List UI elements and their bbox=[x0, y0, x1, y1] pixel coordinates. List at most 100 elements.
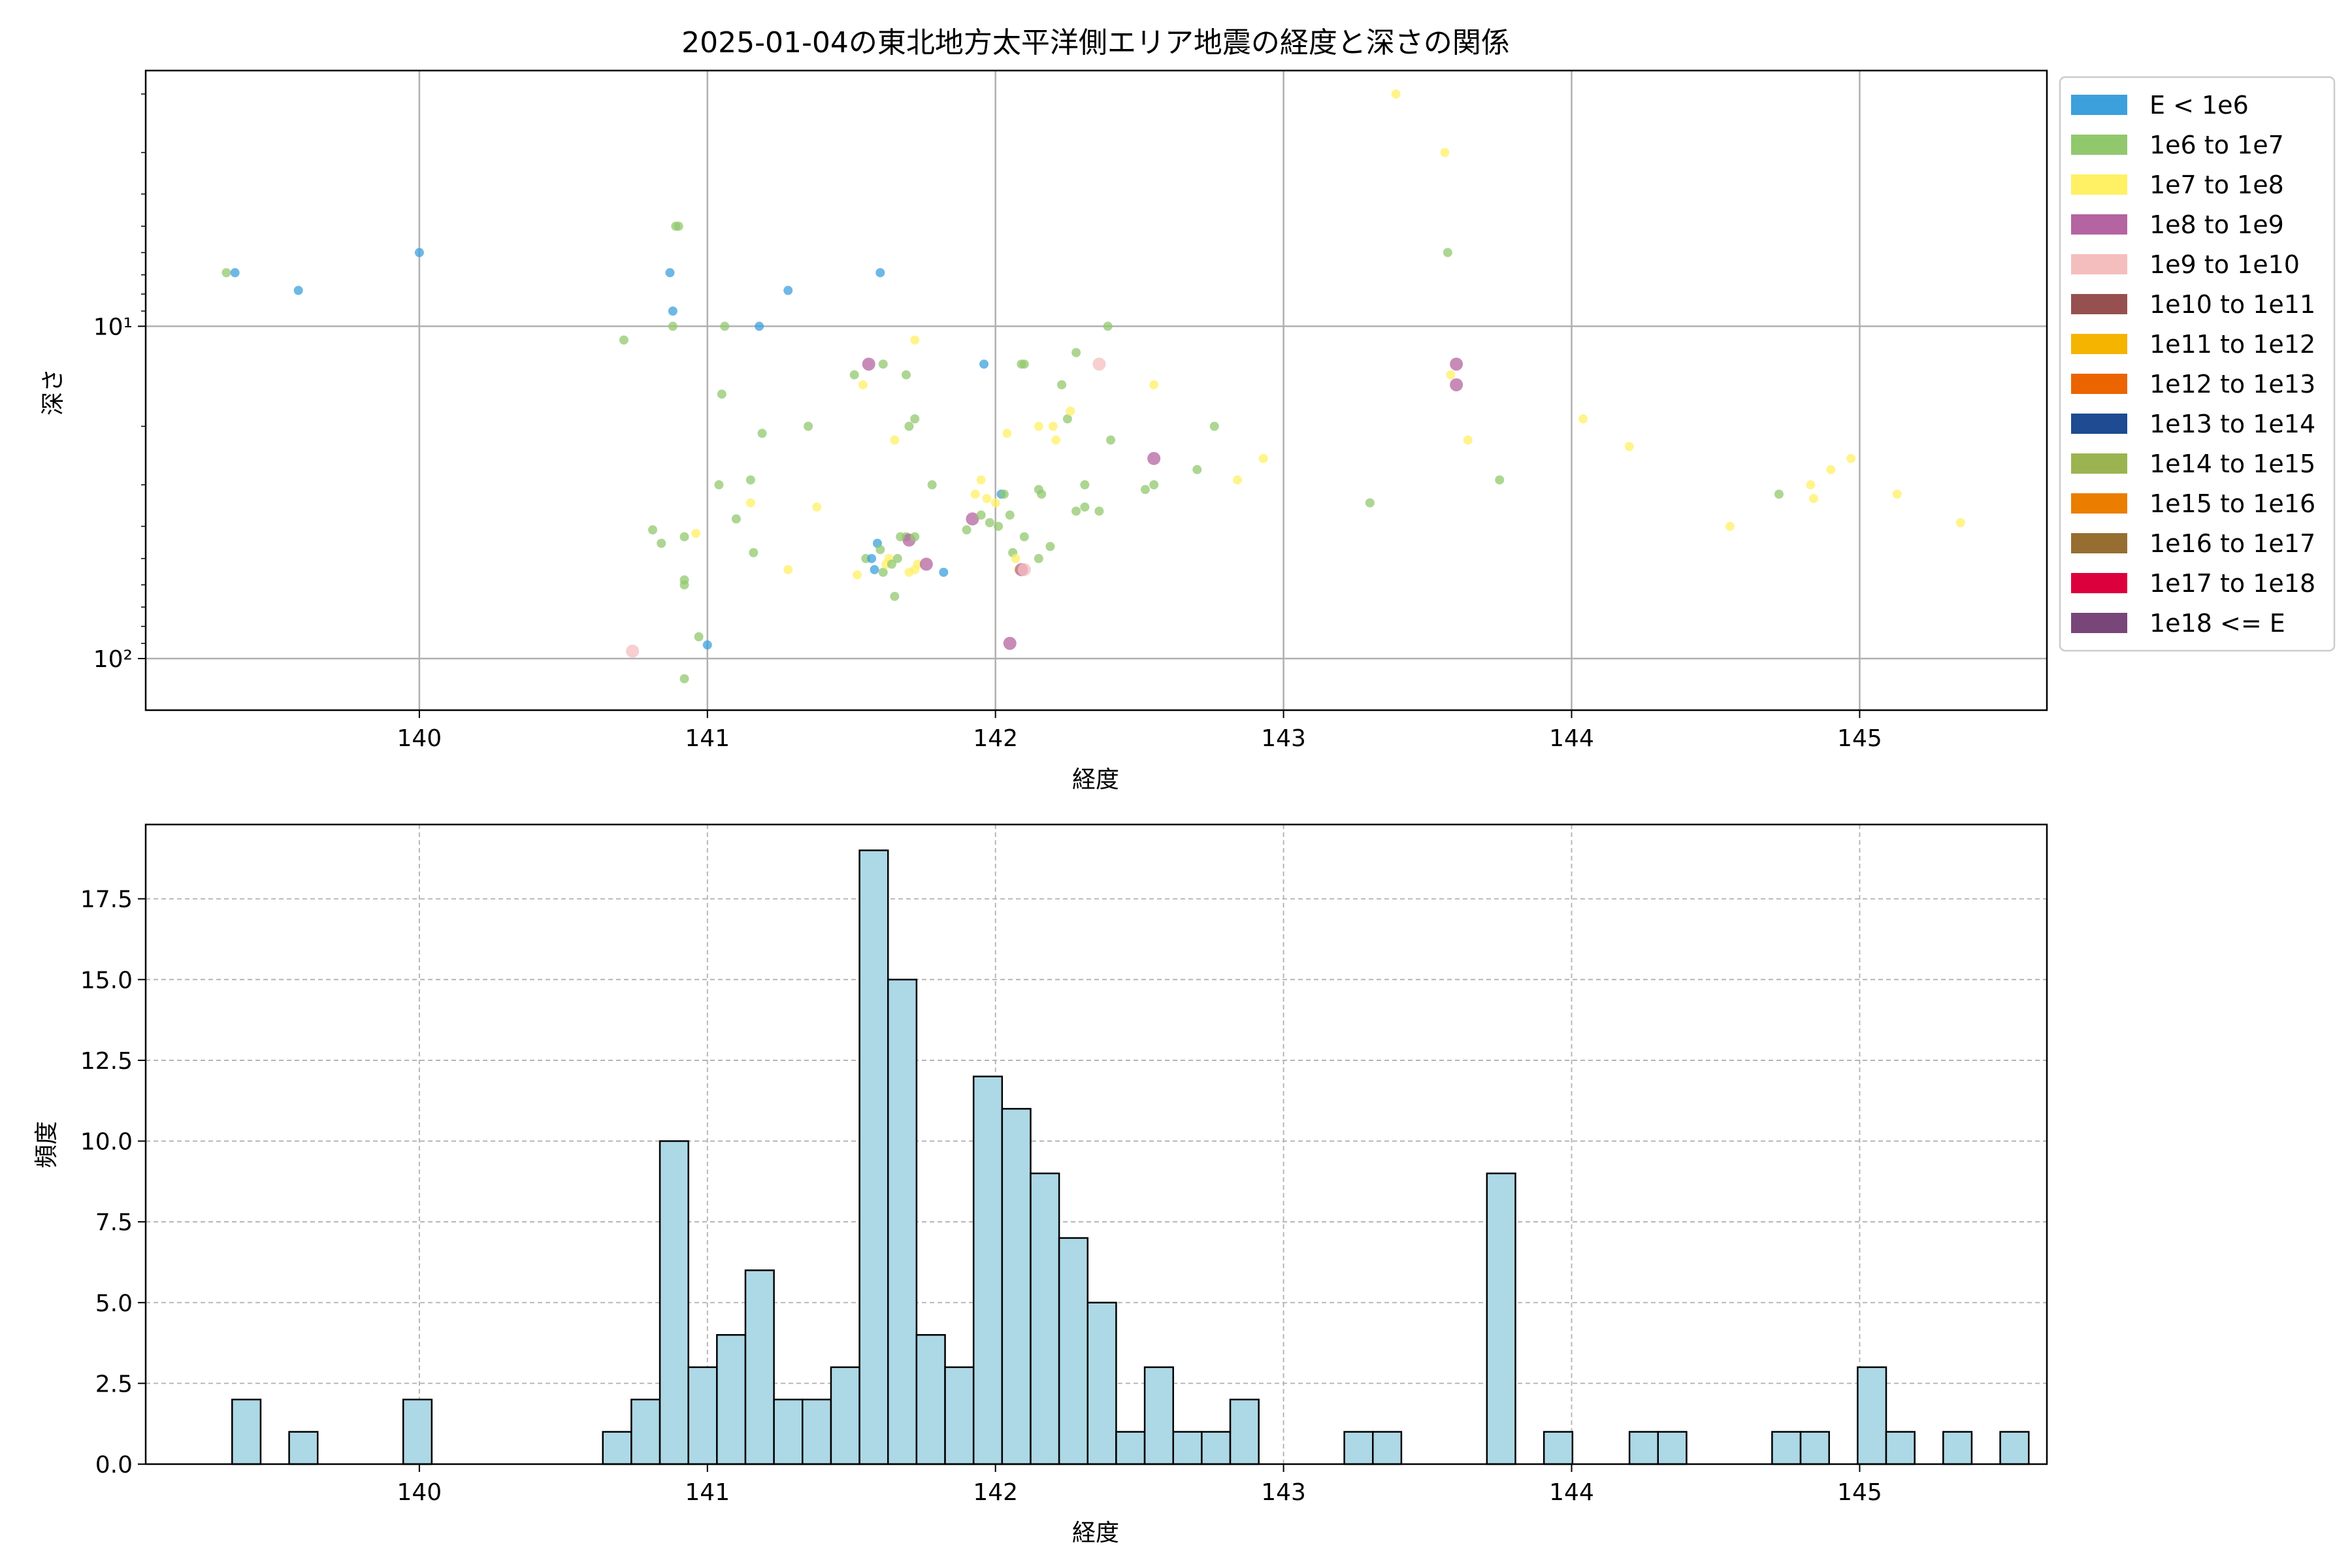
scatter-x-label: 経度 bbox=[1072, 766, 1119, 793]
scatter-points bbox=[221, 89, 1965, 683]
histogram-y-tick-label: 12.5 bbox=[80, 1048, 133, 1075]
histogram-bar bbox=[630, 1398, 661, 1465]
scatter-point bbox=[668, 306, 678, 316]
histogram-x-ticks: 140 141 142 143 144 145 bbox=[397, 1464, 1882, 1506]
scatter-point bbox=[919, 557, 933, 571]
scatter-point bbox=[804, 421, 813, 431]
scatter-point bbox=[878, 359, 888, 369]
scatter-point bbox=[1051, 435, 1061, 445]
scatter-point bbox=[878, 567, 888, 577]
scatter-point bbox=[668, 321, 678, 331]
scatter-point bbox=[994, 521, 1004, 531]
legend-swatch bbox=[2071, 334, 2127, 354]
legend-swatch bbox=[2071, 493, 2127, 514]
histogram-bar bbox=[231, 1398, 262, 1465]
histogram-x-tick-label: 143 bbox=[1261, 1479, 1306, 1506]
legend-swatch bbox=[2071, 135, 2127, 155]
scatter-point bbox=[910, 414, 920, 424]
scatter-point bbox=[890, 591, 900, 601]
scatter-point bbox=[293, 286, 303, 295]
scatter-point bbox=[1495, 475, 1505, 485]
scatter-point bbox=[849, 370, 859, 380]
scatter-point bbox=[1192, 465, 1202, 474]
scatter-point bbox=[1443, 248, 1452, 257]
scatter-point bbox=[1057, 380, 1067, 389]
histogram-bar bbox=[830, 1366, 860, 1465]
legend-swatch bbox=[2071, 573, 2127, 593]
scatter-point bbox=[749, 547, 759, 557]
histogram-bar bbox=[1115, 1431, 1146, 1465]
scatter-point bbox=[1446, 370, 1456, 380]
histogram-bar bbox=[1628, 1431, 1659, 1465]
histogram-y-tick-label: 2.5 bbox=[95, 1371, 133, 1397]
scatter-point bbox=[1005, 510, 1015, 520]
legend-label: 1e13 to 1e14 bbox=[2149, 410, 2315, 438]
scatter-point bbox=[1103, 321, 1113, 331]
histogram-bar bbox=[1229, 1398, 1260, 1465]
scatter-point bbox=[904, 567, 914, 577]
scatter-point bbox=[1019, 359, 1029, 369]
scatter-point bbox=[1365, 498, 1375, 508]
histogram-panel: 140 141 142 143 144 145 0.0 2.5 5.0 7.5 10.0 12.5 1… bbox=[33, 823, 2048, 1546]
legend-items: E < 1e6 1e6 to 1e7 1e7 to 1e8 1e8 to 1e9 1e9… bbox=[2071, 91, 2315, 638]
scatter-point bbox=[1892, 489, 1902, 499]
legend-label: 1e11 to 1e12 bbox=[2149, 330, 2315, 359]
scatter-x-tick-label: 141 bbox=[685, 725, 730, 752]
scatter-point bbox=[1440, 148, 1450, 157]
scatter-point bbox=[626, 644, 640, 658]
scatter-point bbox=[1463, 435, 1473, 445]
histogram-bar bbox=[1030, 1172, 1060, 1465]
legend-label: 1e18 <= E bbox=[2149, 609, 2285, 638]
scatter-point bbox=[731, 514, 741, 524]
scatter-point bbox=[1037, 489, 1047, 499]
scatter-point bbox=[657, 538, 666, 548]
legend-label: 1e14 to 1e15 bbox=[2149, 449, 2315, 478]
scatter-point bbox=[870, 564, 879, 574]
histogram-bars bbox=[231, 849, 2030, 1465]
scatter-point bbox=[679, 532, 689, 542]
histogram-bar bbox=[1086, 1301, 1117, 1465]
legend-swatch bbox=[2071, 95, 2127, 115]
legend-label: E < 1e6 bbox=[2149, 91, 2249, 120]
scatter-point bbox=[694, 632, 704, 642]
histogram-bar bbox=[1857, 1366, 1887, 1465]
legend-label: 1e6 to 1e7 bbox=[2149, 131, 2284, 159]
legend-label: 1e12 to 1e13 bbox=[2149, 370, 2315, 399]
histogram-x-tick-label: 140 bbox=[397, 1479, 442, 1506]
scatter-point bbox=[1140, 485, 1150, 495]
histogram-bar bbox=[1657, 1431, 1688, 1465]
histogram-y-tick-label: 5.0 bbox=[95, 1290, 133, 1317]
scatter-y-tick-label: 10¹ bbox=[93, 314, 133, 340]
scatter-point bbox=[1011, 553, 1021, 563]
scatter-point bbox=[990, 498, 1000, 508]
histogram-bar bbox=[402, 1398, 433, 1465]
histogram-bar bbox=[802, 1398, 832, 1465]
scatter-point bbox=[910, 532, 920, 542]
histogram-frame bbox=[144, 823, 2048, 1465]
scatter-point bbox=[858, 380, 868, 389]
legend-swatch bbox=[2071, 613, 2127, 633]
scatter-point bbox=[745, 475, 755, 485]
legend-swatch bbox=[2071, 214, 2127, 235]
scatter-point bbox=[702, 640, 712, 650]
histogram-bar bbox=[1999, 1431, 2030, 1465]
histogram-bar bbox=[1771, 1431, 1802, 1465]
scatter-point bbox=[1806, 480, 1816, 490]
histogram-bar bbox=[887, 979, 918, 1465]
histogram-bar bbox=[1543, 1431, 1574, 1465]
legend-label: 1e17 to 1e18 bbox=[2149, 569, 2315, 598]
scatter-point bbox=[887, 559, 896, 569]
histogram-bar bbox=[858, 849, 889, 1465]
histogram-bar bbox=[602, 1431, 632, 1465]
histogram-y-label: 頻度 bbox=[33, 1121, 60, 1168]
legend: E < 1e6 1e6 to 1e7 1e7 to 1e8 1e8 to 1e9 1e9… bbox=[2059, 76, 2336, 652]
scatter-point bbox=[966, 512, 979, 526]
scatter-point bbox=[783, 286, 793, 295]
scatter-point bbox=[1149, 380, 1159, 389]
scatter-point bbox=[783, 564, 793, 574]
scatter-point bbox=[976, 475, 986, 485]
scatter-point bbox=[1450, 357, 1463, 371]
histogram-bar bbox=[1143, 1366, 1174, 1465]
legend-swatch bbox=[2071, 533, 2127, 553]
histogram-bar bbox=[1486, 1172, 1516, 1465]
